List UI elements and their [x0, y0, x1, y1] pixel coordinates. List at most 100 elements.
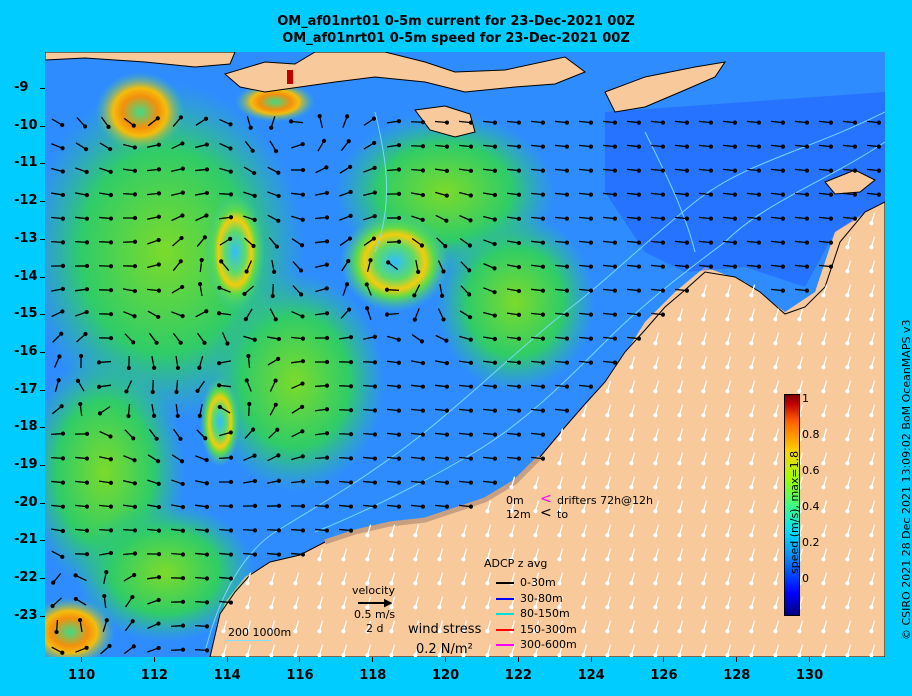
- wind-arrow-head: [605, 533, 610, 538]
- current-arrow-head: [204, 552, 210, 557]
- wind-arrow-head: [845, 245, 850, 250]
- current-arrow-head: [588, 312, 594, 317]
- lon-label: 128: [723, 668, 751, 683]
- wind-arrow-head: [773, 533, 778, 538]
- current-arrow-head: [156, 528, 162, 533]
- current-arrow-head: [324, 239, 330, 244]
- wind-arrow-head: [701, 437, 706, 442]
- wind-arrow-head: [725, 509, 730, 514]
- lat-label: -10: [14, 117, 38, 133]
- current-arrow-head: [180, 505, 185, 510]
- current-arrow-head: [275, 427, 280, 432]
- wind-arrow-head: [629, 629, 634, 634]
- current-arrow-head: [132, 215, 138, 221]
- current-arrow-head: [852, 168, 858, 173]
- current-arrow-head: [564, 312, 570, 317]
- wind-arrow-head: [749, 389, 754, 394]
- current-arrow-head: [156, 237, 161, 243]
- current-arrow-head: [156, 191, 162, 196]
- lat-label: -9: [14, 80, 29, 95]
- wind-arrow-head: [701, 341, 706, 346]
- current-arrow-head: [636, 288, 642, 293]
- wind-arrow-head: [725, 533, 730, 538]
- wind-arrow-head: [629, 461, 634, 466]
- current-arrow-head: [540, 456, 546, 461]
- wind-arrow-head: [821, 389, 826, 394]
- current-arrow-head: [420, 480, 426, 485]
- adcp-title: ADCP z avg: [484, 557, 548, 570]
- current-arrow-head: [156, 552, 162, 557]
- wind-arrow-head: [581, 629, 586, 634]
- wind-arrow-head: [821, 293, 826, 298]
- velocity-title: velocity: [352, 584, 395, 597]
- current-arrow-head: [300, 504, 306, 509]
- current-arrow-head: [83, 147, 89, 152]
- current-arrow-head: [852, 120, 858, 125]
- wind-arrow-head: [317, 653, 322, 657]
- current-arrow-head: [276, 453, 281, 458]
- current-arrow-head: [124, 389, 129, 394]
- wind-arrow-head: [725, 437, 730, 442]
- current-arrow-head: [468, 360, 474, 365]
- current-arrow-head: [708, 240, 714, 245]
- current-arrow-head: [204, 481, 209, 486]
- wind-arrow-head: [461, 605, 466, 610]
- current-arrow-head: [217, 360, 222, 366]
- current-arrow-head: [60, 504, 66, 509]
- current-arrow-head: [368, 258, 373, 263]
- current-arrow-head: [564, 192, 570, 197]
- current-arrow-head: [228, 430, 233, 435]
- wind-arrow-head: [557, 509, 562, 514]
- wind-arrow-head: [869, 221, 874, 226]
- depth-scale-label: 200 1000m: [228, 626, 292, 639]
- current-arrow-head: [60, 192, 66, 198]
- current-arrow-head: [372, 360, 378, 365]
- lat-label: -21: [14, 532, 38, 548]
- wind-arrow-head: [773, 365, 778, 370]
- wind-arrow-head: [317, 605, 322, 610]
- current-arrow-head: [756, 120, 762, 125]
- lat-label: -13: [14, 230, 38, 246]
- current-arrow-head: [412, 293, 417, 298]
- current-arrow-head: [204, 624, 210, 629]
- current-arrow-head: [156, 214, 161, 219]
- colorbar-tick-label: 0.8: [802, 428, 820, 441]
- lon-label: 114: [213, 668, 241, 683]
- current-arrow-head: [372, 504, 378, 509]
- current-arrow-head: [73, 573, 78, 578]
- wind-arrow-head: [365, 629, 370, 634]
- wind-stress-title: wind stress: [408, 622, 482, 637]
- wind-arrow-head: [509, 557, 514, 562]
- current-arrow-head: [588, 120, 594, 125]
- current-arrow-head: [346, 139, 351, 144]
- current-arrow-head: [420, 120, 426, 125]
- island-java: [45, 52, 236, 68]
- current-arrow-head: [372, 432, 378, 437]
- current-arrow-head: [204, 309, 209, 314]
- current-arrow-head: [217, 404, 222, 410]
- lon-tick: [299, 657, 301, 662]
- current-arrow-head: [516, 216, 522, 221]
- current-arrow-head: [420, 361, 425, 366]
- current-arrow-head: [247, 401, 252, 407]
- wind-arrow-head: [845, 581, 850, 586]
- current-arrow-head: [396, 384, 402, 389]
- current-arrow-head: [197, 281, 203, 287]
- current-arrow-head: [492, 384, 498, 389]
- current-arrow-head: [396, 167, 402, 172]
- current-arrow-head: [348, 456, 354, 461]
- current-arrow-head: [204, 167, 210, 172]
- wind-arrow-head: [413, 533, 418, 538]
- current-arrow-head: [588, 144, 594, 149]
- current-arrow-head: [60, 309, 65, 314]
- current-arrow-head: [132, 572, 137, 578]
- lon-tick: [372, 657, 374, 662]
- current-arrow-head: [684, 120, 690, 125]
- current-arrow-head: [468, 456, 474, 461]
- wind-arrow-head: [749, 653, 754, 657]
- current-arrow-head: [492, 144, 498, 149]
- lat-tick: [40, 502, 45, 504]
- current-arrow-head: [636, 168, 642, 173]
- current-arrow-head: [396, 432, 402, 437]
- current-arrow-head: [804, 168, 810, 173]
